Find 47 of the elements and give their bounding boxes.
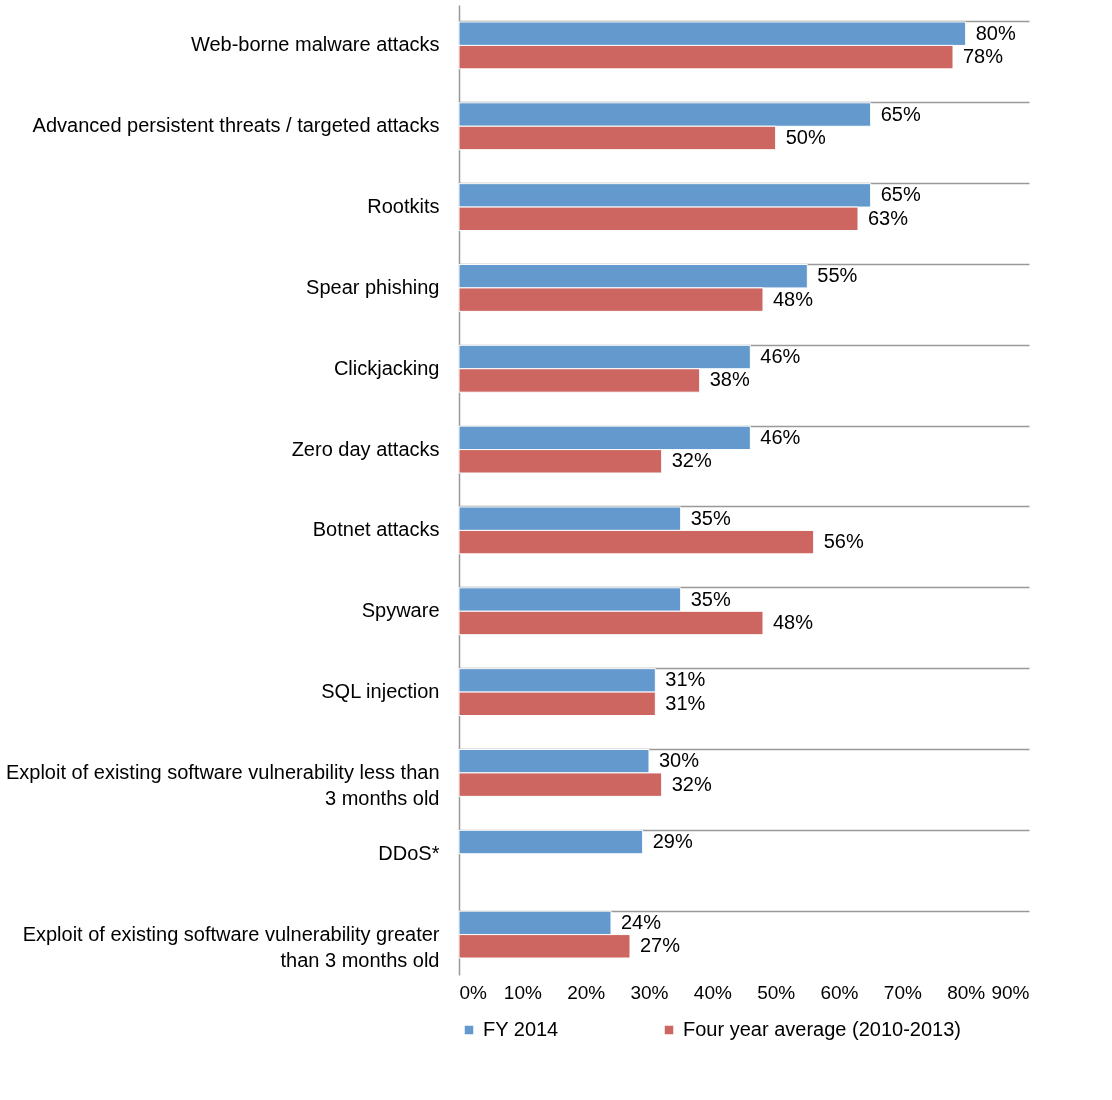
legend-label: Four year average (2010-2013) bbox=[683, 1018, 961, 1040]
data-label: 78% bbox=[963, 45, 1004, 68]
x-tick-label: 70% bbox=[883, 981, 922, 1003]
x-tick-label: 10% bbox=[503, 981, 542, 1003]
y-tick-label: Spyware bbox=[361, 599, 440, 622]
data-label: 31% bbox=[665, 668, 706, 691]
data-label: 48% bbox=[773, 287, 814, 310]
data-label: 65% bbox=[880, 183, 921, 206]
x-tick-label: 30% bbox=[630, 981, 669, 1003]
x-tick-label: 0% bbox=[459, 981, 488, 1003]
data-label: 50% bbox=[785, 125, 826, 148]
data-label: 31% bbox=[665, 691, 706, 714]
data-label: 80% bbox=[975, 21, 1016, 44]
data-label: 29% bbox=[652, 830, 693, 853]
data-label: 48% bbox=[773, 610, 814, 633]
y-tick-label: SQL injection bbox=[321, 680, 440, 703]
data-label: 63% bbox=[868, 206, 909, 229]
x-tick-label: 80% bbox=[947, 981, 986, 1003]
y-tick-label: Zero day attacks bbox=[291, 437, 440, 460]
x-tick-label: 90% bbox=[991, 981, 1030, 1003]
x-tick-label: 40% bbox=[693, 981, 732, 1003]
data-label: 32% bbox=[671, 772, 712, 795]
y-tick-label: Botnet attacks bbox=[312, 518, 440, 541]
y-tick-label: DDoS* bbox=[378, 841, 440, 864]
data-label: 56% bbox=[823, 530, 864, 553]
y-tick-label: Clickjacking bbox=[333, 356, 440, 379]
data-label: 38% bbox=[709, 368, 750, 391]
legend-label: FY 2014 bbox=[483, 1018, 559, 1040]
data-label: 35% bbox=[690, 587, 731, 610]
y-tick-label: Web-borne malware attacks bbox=[190, 33, 440, 56]
y-tick-label: Spear phishing bbox=[306, 275, 440, 298]
data-label: 65% bbox=[880, 102, 921, 125]
data-label: 46% bbox=[760, 425, 801, 448]
data-label: 30% bbox=[659, 749, 700, 772]
y-tick-label: Exploit of existing software vulnerability less than 3 months old bbox=[5, 760, 440, 809]
y-tick-label: Exploit of existing software vulnerability greater than 3 months old bbox=[22, 922, 440, 971]
data-label: 55% bbox=[817, 264, 858, 287]
x-tick-label: 60% bbox=[820, 981, 859, 1003]
x-tick-label: 50% bbox=[757, 981, 796, 1003]
y-tick-label: Advanced persistent threats / targeted attacks bbox=[32, 114, 440, 137]
data-label: 27% bbox=[640, 934, 681, 957]
data-label: 46% bbox=[760, 345, 801, 368]
data-label: 35% bbox=[690, 506, 731, 529]
x-tick-label: 20% bbox=[567, 981, 606, 1003]
data-label: 32% bbox=[671, 449, 712, 472]
y-tick-label: Rootkits bbox=[367, 195, 440, 218]
data-label: 24% bbox=[621, 910, 662, 933]
